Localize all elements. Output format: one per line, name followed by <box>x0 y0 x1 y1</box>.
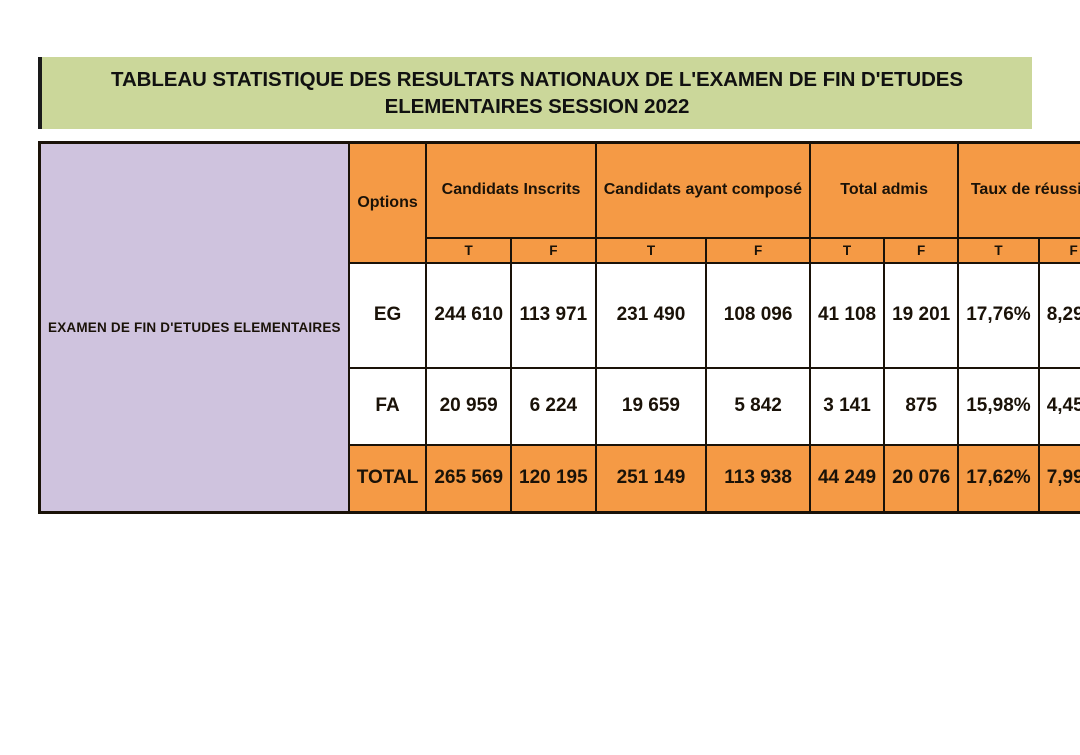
cell-fa-taux-t: 15,98% <box>957 366 1040 446</box>
page-title: TABLEAU STATISTIQUE DES RESULTATS NATION… <box>111 67 963 118</box>
table-row-total: TOTAL 265 569 120 195 251 149 113 938 44… <box>40 443 1080 514</box>
cell-fa-admis-f: 875 <box>883 366 960 446</box>
column-header-taux-de-reussite: Taux de réussite <box>957 141 1080 239</box>
subheader-inscrits-f: F <box>510 236 597 264</box>
cell-fa-admis-t: 3 141 <box>808 366 886 446</box>
cell-fa-inscrits-t: 20 959 <box>425 366 513 446</box>
cell-fa-taux-f: 4,45% <box>1037 366 1080 446</box>
subheader-admis-f: F <box>883 236 960 264</box>
cell-fa-compose-f: 5 842 <box>705 366 811 446</box>
table-row: EG 244 610 113 971 231 490 108 096 41 10… <box>40 261 1080 369</box>
subheader-compose-t: T <box>594 236 708 264</box>
subheader-taux-f: F <box>1037 236 1080 264</box>
row-option-total: TOTAL <box>347 443 428 514</box>
row-option-eg: EG <box>347 261 428 369</box>
cell-eg-inscrits-t: 244 610 <box>425 261 513 369</box>
cell-eg-taux-t: 17,76% <box>957 261 1040 369</box>
subheader-admis-t: T <box>808 236 886 264</box>
table-header-row-subcolumns: T F T F T F T F <box>40 236 1080 264</box>
cell-total-taux-f: 7,99% <box>1037 443 1080 514</box>
title-banner: TABLEAU STATISTIQUE DES RESULTATS NATION… <box>38 57 1032 129</box>
cell-fa-compose-t: 19 659 <box>594 366 708 446</box>
column-header-candidats-ayant-compose: Candidats ayant composé <box>594 141 811 239</box>
cell-eg-taux-f: 8,29% <box>1037 261 1080 369</box>
column-header-candidats-inscrits: Candidats Inscrits <box>425 141 597 239</box>
column-header-options: Options <box>347 141 428 264</box>
cell-total-taux-t: 17,62% <box>957 443 1040 514</box>
cell-eg-admis-f: 19 201 <box>883 261 960 369</box>
subheader-compose-f: F <box>705 236 811 264</box>
cell-fa-inscrits-f: 6 224 <box>510 366 597 446</box>
cell-eg-admis-t: 41 108 <box>808 261 886 369</box>
subheader-taux-t: T <box>957 236 1040 264</box>
cell-total-admis-f: 20 076 <box>883 443 960 514</box>
column-header-total-admis: Total admis <box>808 141 960 239</box>
statistics-table: EXAMEN DE FIN D'ETUDES ELEMENTAIRES Opti… <box>38 141 1080 514</box>
cell-total-inscrits-f: 120 195 <box>510 443 597 514</box>
table-header-row-groups: EXAMEN DE FIN D'ETUDES ELEMENTAIRES Opti… <box>38 141 1080 514</box>
cell-total-inscrits-t: 265 569 <box>425 443 513 514</box>
cell-total-compose-f: 113 938 <box>705 443 811 514</box>
exam-label-cell: EXAMEN DE FIN D'ETUDES ELEMENTAIRES <box>38 141 350 514</box>
cell-total-admis-t: 44 249 <box>808 443 886 514</box>
cell-eg-compose-f: 108 096 <box>705 261 811 369</box>
cell-total-compose-t: 251 149 <box>594 443 708 514</box>
cell-eg-inscrits-f: 113 971 <box>510 261 597 369</box>
table-row: FA 20 959 6 224 19 659 5 842 3 141 875 1… <box>40 366 1080 446</box>
subheader-inscrits-t: T <box>425 236 513 264</box>
cell-eg-compose-t: 231 490 <box>594 261 708 369</box>
statistics-table-container: EXAMEN DE FIN D'ETUDES ELEMENTAIRES Opti… <box>38 141 1080 514</box>
row-option-fa: FA <box>347 366 428 446</box>
